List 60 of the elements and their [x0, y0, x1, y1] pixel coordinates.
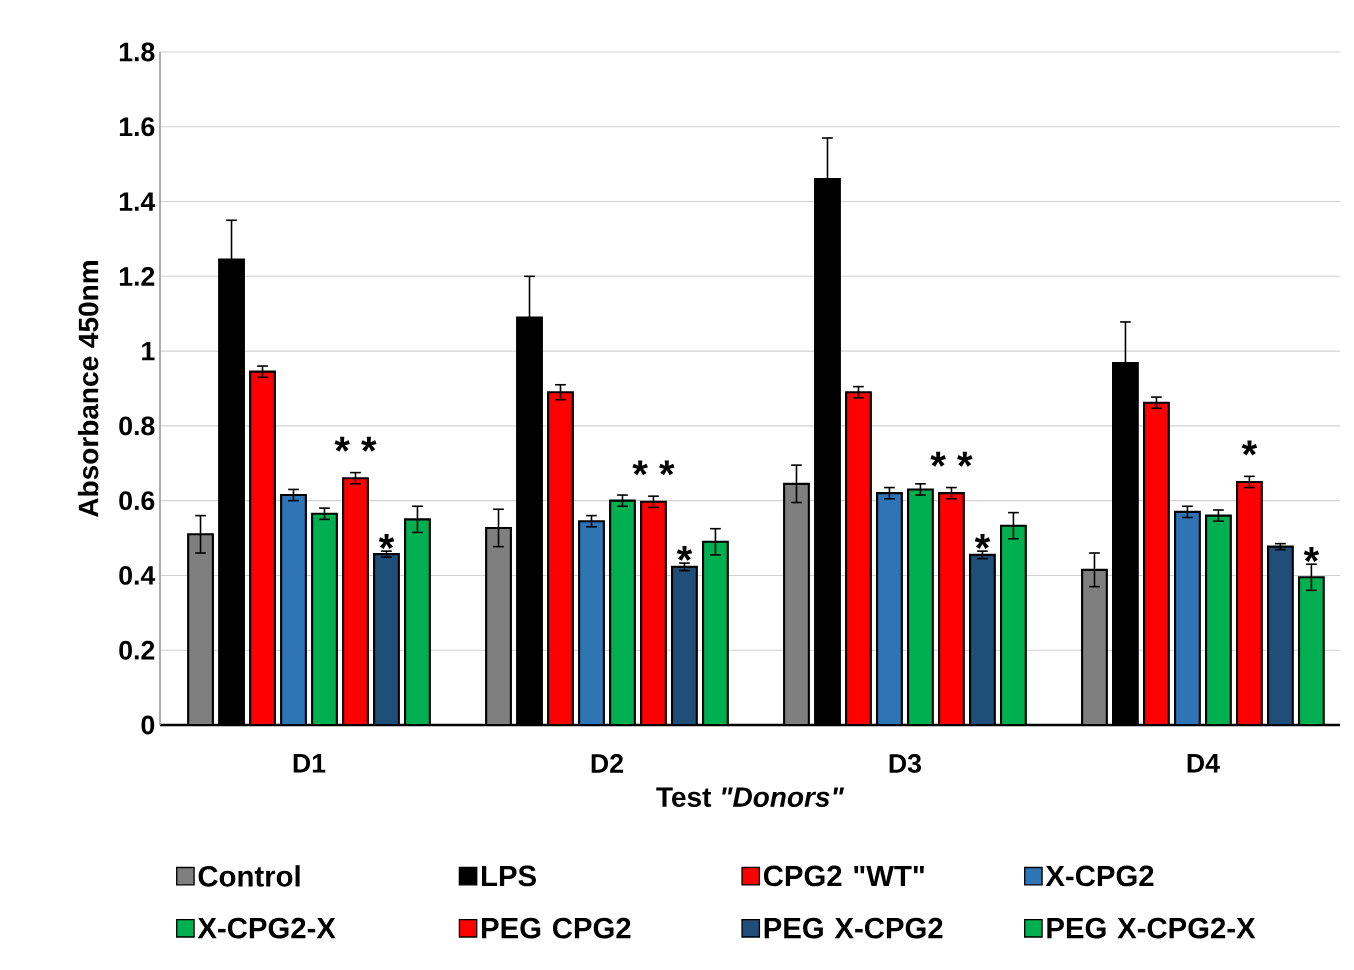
bar	[876, 492, 903, 725]
annotation: * *	[632, 460, 675, 476]
legend-label: X-CPG2	[1045, 865, 1154, 887]
y-tick-label: 1.2	[119, 267, 155, 286]
bar	[702, 540, 729, 725]
x-axis-title: Test "Donors"	[656, 787, 845, 807]
bar	[1143, 401, 1170, 725]
bar	[969, 553, 996, 725]
x-tick-label: D4	[1187, 754, 1220, 773]
bar	[249, 370, 276, 725]
x-tick-label: D3	[889, 754, 922, 773]
annotation: * *	[930, 451, 973, 467]
bar	[187, 533, 214, 725]
y-tick-label: 0.2	[119, 640, 155, 660]
bar	[640, 500, 667, 725]
legend-label: PEG CPG2	[482, 917, 631, 939]
bar	[373, 553, 400, 725]
bar	[1235, 480, 1263, 725]
bar	[485, 526, 512, 725]
y-tick-label: 1.8	[119, 42, 155, 62]
bar	[938, 492, 965, 725]
legend-label: Control	[198, 865, 300, 887]
legend-label: CPG2 "WT"	[763, 865, 924, 887]
legend-label: PEG X-CPG2	[764, 917, 943, 939]
bar	[311, 512, 338, 725]
y-tick-label: 0.8	[119, 416, 155, 436]
annotation: *	[974, 534, 991, 549]
y-tick-label: 1	[142, 341, 155, 361]
x-tick-label: D1	[293, 754, 326, 773]
legend-label: LPS	[482, 865, 536, 887]
bar	[609, 499, 636, 725]
y-tick-label: 1.4	[119, 192, 156, 211]
annotation: *	[378, 534, 395, 549]
bar	[783, 482, 810, 725]
bar	[404, 518, 431, 725]
bar	[907, 488, 934, 725]
annotation: *	[1241, 440, 1258, 456]
bar	[671, 565, 698, 725]
bar	[342, 477, 369, 725]
annotation: *	[676, 545, 693, 561]
x-tick-label: D2	[591, 754, 623, 773]
y-tick-label: 0.6	[119, 491, 155, 511]
annotation: *	[1303, 547, 1320, 562]
y-tick-label: 0.4	[119, 566, 156, 585]
legend-label: X-CPG2-X	[197, 917, 336, 939]
bar	[280, 493, 307, 725]
bar	[1297, 576, 1325, 725]
y-axis-title: Absorbance 450nm	[77, 261, 99, 517]
bar	[578, 520, 605, 725]
legend-label: PEG X-CPG2-X	[1047, 917, 1256, 939]
bar	[845, 391, 872, 725]
bar	[1081, 568, 1108, 725]
bar	[1204, 514, 1232, 725]
bar	[999, 524, 1027, 725]
bar	[1266, 545, 1294, 725]
bar	[1174, 510, 1201, 725]
y-tick-label: 1.6	[119, 117, 155, 137]
y-tick-label: 0	[141, 715, 155, 735]
bar	[547, 391, 574, 725]
annotation: * *	[334, 436, 377, 452]
